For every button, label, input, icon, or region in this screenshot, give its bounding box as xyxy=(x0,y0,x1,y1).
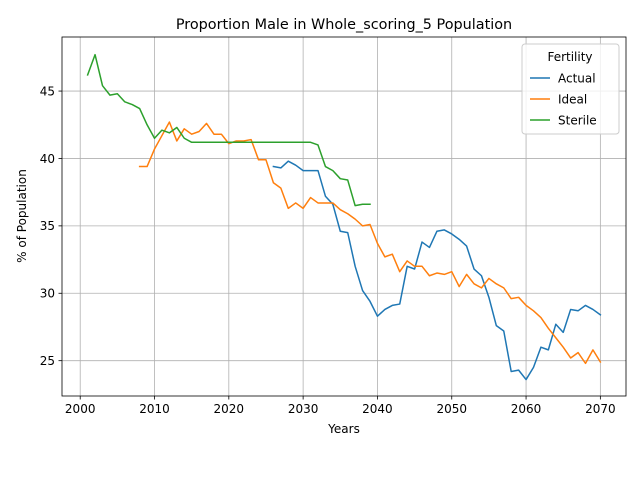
legend-box xyxy=(521,43,620,135)
y-tick-label: 40 xyxy=(40,152,55,166)
x-tick-label: 2060 xyxy=(511,402,542,416)
x-axis-label: Years xyxy=(327,422,360,436)
y-tick-label: 25 xyxy=(40,354,55,368)
y-tick-label: 30 xyxy=(40,287,55,301)
y-axis-label: % of Population xyxy=(15,169,29,263)
x-tick-label: 2030 xyxy=(288,402,319,416)
x-tick-label: 2050 xyxy=(436,402,467,416)
x-tick-label: 2020 xyxy=(214,402,245,416)
series-line-ideal xyxy=(138,121,602,365)
x-tick-label: 2070 xyxy=(585,402,616,416)
legend-label-sterile: Sterile xyxy=(558,113,597,127)
x-tick-label: 2000 xyxy=(65,402,96,416)
x-tick-label: 2040 xyxy=(362,402,393,416)
legend-title: Fertility xyxy=(547,50,592,64)
chart-title: Proportion Male in Whole_scoring_5 Popul… xyxy=(176,17,512,33)
x-tick-label: 2010 xyxy=(139,402,170,416)
legend-label-actual: Actual xyxy=(558,71,596,85)
legend-entries: Actual Ideal Sterile xyxy=(530,71,597,127)
y-axis-ticks: 25 30 35 40 45 xyxy=(40,84,62,368)
y-tick-label: 45 xyxy=(40,84,55,98)
x-axis-ticks: 2000 2010 2020 2030 2040 2050 2060 2070 xyxy=(65,396,616,416)
series-lines xyxy=(86,53,602,381)
legend: Fertility Actual Ideal Sterile xyxy=(521,43,620,135)
legend-label-ideal: Ideal xyxy=(558,92,587,106)
y-tick-label: 35 xyxy=(40,219,55,233)
series-line-actual xyxy=(272,160,602,381)
plot-area-frame xyxy=(61,36,627,397)
series-line-sterile xyxy=(86,53,371,207)
